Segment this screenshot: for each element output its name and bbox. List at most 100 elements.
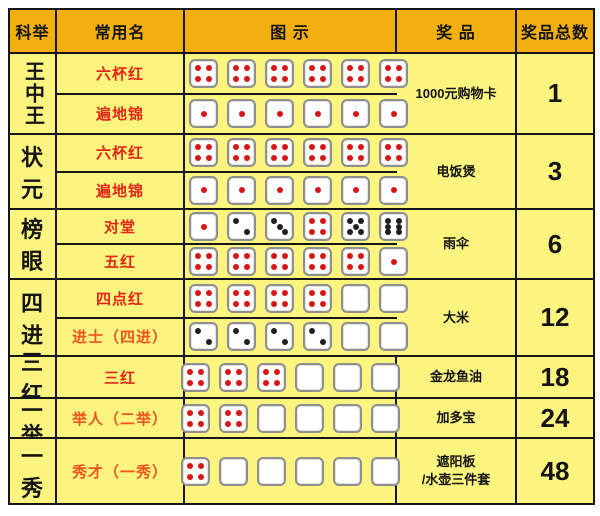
die-4 [227, 283, 256, 313]
prize-table: 科举 常用名 图 示 奖 品 奖品总数 王中王 六杯红 遍地锦 1000元购物卡… [8, 8, 595, 505]
prize-cell: 金龙鱼油 [397, 357, 515, 397]
prize-cell: 1000元购物卡 [397, 54, 515, 133]
name-cell-group: 对堂 五红 [57, 210, 183, 278]
prize-count-cell: 1 [517, 54, 593, 133]
die-blank [294, 403, 324, 433]
die-blank [379, 322, 408, 352]
hand-name: 进士（四进） [71, 329, 168, 347]
hand-name: 五红 [103, 254, 136, 271]
prize-count-cell: 18 [517, 357, 593, 397]
rank-cell: 王中王 [10, 54, 55, 133]
die-1 [379, 99, 408, 129]
die-4 [189, 247, 218, 276]
header-prize: 奖 品 [397, 10, 515, 52]
die-1 [227, 99, 256, 129]
die-blank [370, 403, 400, 433]
die-2 [227, 322, 256, 352]
die-blank [341, 322, 370, 352]
name-cell-group: 六杯红 遍地锦 [57, 135, 183, 208]
rank-cell: 榜眼 [10, 210, 55, 278]
die-1 [303, 99, 332, 129]
die-4 [227, 247, 256, 276]
die-4 [341, 58, 370, 88]
prize-cell: 大米 [397, 280, 515, 355]
dice-strip [185, 245, 412, 278]
die-6 [379, 212, 408, 241]
die-4 [180, 456, 210, 486]
prize-cell: 加多宝 [397, 399, 515, 437]
rank-cell: 四进 [10, 280, 55, 355]
die-2 [227, 212, 256, 241]
name-cell-group: 四点红 进士（四进） [57, 280, 183, 355]
rank-label: 王中王 [21, 60, 44, 127]
hand-name: 三红 [103, 369, 136, 387]
rank-label: 一秀 [20, 444, 44, 501]
name-cell: 秀才（一秀） [57, 439, 183, 503]
dice-strip [185, 318, 412, 355]
rank-cell: 二举 [10, 391, 55, 448]
die-4 [180, 362, 210, 392]
hand-name: 遍地锦 [95, 106, 144, 124]
die-4 [303, 283, 332, 313]
name-cell: 举人（二举） [57, 399, 183, 437]
hand-name: 六杯红 [95, 65, 144, 83]
die-1 [303, 175, 332, 205]
die-4 [303, 212, 332, 241]
die-1 [265, 175, 294, 205]
rank-label: 状元 [20, 144, 44, 202]
prize-cell: 电饭煲 [397, 135, 515, 208]
rank-label: 榜眼 [20, 217, 44, 274]
dice-cell-group [185, 210, 412, 278]
prize-count-cell: 3 [517, 135, 593, 208]
die-4 [265, 283, 294, 313]
die-1 [341, 99, 370, 129]
dice-strip [185, 280, 412, 317]
header-common-name: 常用名 [57, 10, 183, 52]
prize-count-cell: 24 [517, 399, 593, 437]
dice-cell-group [185, 280, 412, 355]
die-4 [265, 138, 294, 168]
die-blank [332, 456, 362, 486]
header-prize-total: 奖品总数 [517, 10, 593, 52]
die-4 [341, 247, 370, 276]
die-4 [180, 403, 210, 433]
die-1 [189, 212, 218, 241]
die-blank [332, 362, 362, 392]
rank-cell: 状元 [10, 135, 55, 208]
die-4 [265, 58, 294, 88]
dice-cell-group [185, 54, 412, 133]
dice-strip [185, 210, 412, 243]
dice-strip [180, 357, 400, 397]
die-4 [303, 247, 332, 276]
die-1 [341, 175, 370, 205]
hand-name: 六杯红 [95, 145, 144, 163]
die-blank [218, 456, 248, 486]
die-4 [341, 138, 370, 168]
die-blank [294, 362, 324, 392]
die-4 [256, 362, 286, 392]
die-blank [341, 283, 370, 313]
die-blank [379, 283, 408, 313]
hand-name: 对堂 [103, 219, 136, 236]
die-blank [256, 456, 286, 486]
die-blank [332, 403, 362, 433]
die-blank [370, 362, 400, 392]
prize-cell: 雨伞 [397, 210, 515, 278]
prize-cell: 遮阳板 /水壶三件套 [397, 439, 515, 503]
die-1 [379, 175, 408, 205]
die-4 [379, 138, 408, 168]
die-4 [218, 403, 248, 433]
die-3 [265, 212, 294, 241]
dice-strip [185, 172, 412, 208]
die-blank [370, 456, 400, 486]
die-4 [265, 247, 294, 276]
die-1 [379, 247, 408, 276]
die-4 [189, 58, 218, 88]
dice-strip [185, 94, 412, 133]
rank-label: 四进 [20, 290, 44, 348]
prize-count-cell: 48 [517, 439, 593, 503]
dice-strip [185, 135, 412, 171]
header-rank: 科举 [10, 10, 55, 52]
die-2 [189, 322, 218, 352]
die-4 [189, 138, 218, 168]
